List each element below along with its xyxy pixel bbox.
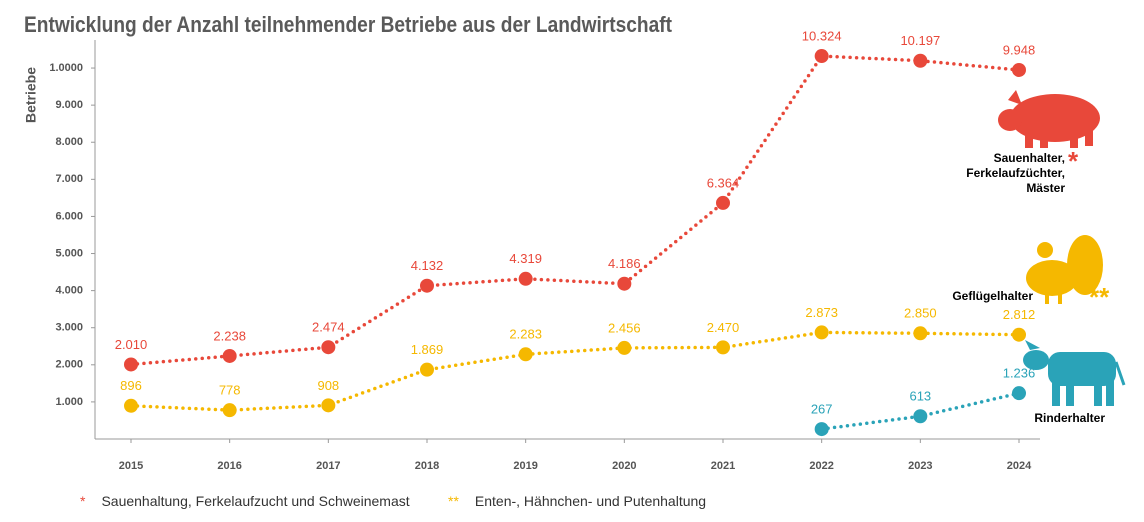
data-label: 2.474 [312, 320, 345, 335]
data-point [716, 195, 730, 210]
data-point [1012, 62, 1026, 77]
data-point [124, 357, 138, 372]
footnote-text: Sauenhaltung, Ferkelaufzucht und Schwein… [101, 493, 410, 509]
cow-icon [1023, 340, 1126, 406]
data-label: 2.456 [608, 320, 641, 335]
data-point [1012, 327, 1026, 342]
footnote-mark: * [80, 493, 86, 509]
data-label: 778 [219, 383, 241, 398]
data-point [321, 398, 336, 413]
x-tick-label: 2017 [316, 460, 340, 472]
data-label: 4.132 [411, 258, 444, 273]
data-point [124, 398, 138, 413]
poultry-icon [1026, 235, 1103, 304]
footnote-text: Enten-, Hähnchen- und Putenhaltung [474, 493, 707, 509]
footnote-mark: ** [1089, 282, 1110, 312]
series-line [129, 54, 1021, 367]
data-point [913, 326, 928, 341]
legend-entry: Rinderhalter [1034, 411, 1105, 425]
y-tick-label: 4.000 [55, 285, 83, 297]
data-label: 2.470 [707, 320, 740, 335]
data-point [518, 347, 533, 362]
x-tick-label: 2024 [1007, 460, 1032, 472]
legend-entry: Geflügelhalter [952, 289, 1033, 303]
data-point [222, 348, 237, 363]
legend-entry: Sauenhalter, Ferkelaufzüchter, Mäster [966, 151, 1065, 195]
x-tick-label: 2015 [119, 460, 143, 472]
data-label: 2.873 [805, 305, 838, 320]
data-label: 2.850 [904, 306, 937, 321]
data-point [814, 422, 829, 437]
y-tick-label: 7.000 [55, 173, 83, 185]
x-tick-label: 2022 [809, 460, 833, 472]
data-label: 613 [909, 389, 931, 404]
y-tick-label: 8.000 [55, 136, 83, 148]
data-point [814, 325, 829, 340]
y-tick-label: 3.000 [55, 322, 83, 334]
data-label: 10.197 [900, 33, 940, 48]
y-tick-label: 6.000 [55, 210, 83, 222]
data-point [1012, 386, 1026, 401]
x-tick-label: 2018 [415, 460, 439, 472]
data-point [913, 409, 928, 424]
data-label: 2.812 [1003, 307, 1036, 322]
data-point [617, 340, 632, 355]
data-label: 1.236 [1003, 366, 1036, 381]
data-label: 2.283 [509, 327, 542, 342]
data-label: 267 [811, 402, 833, 417]
footnote: ** Enten-, Hähnchen- und Putenhaltung [448, 493, 706, 509]
x-tick-label: 2020 [612, 460, 636, 472]
data-point [321, 340, 336, 355]
data-label: 4.186 [608, 256, 641, 271]
data-point [716, 340, 730, 355]
footnote-mark: * [1068, 146, 1079, 176]
y-axis-label: Betriebe [23, 67, 39, 123]
data-point [913, 53, 928, 68]
data-point [222, 403, 237, 418]
data-label: 896 [120, 378, 142, 393]
footnote-mark: ** [448, 493, 459, 509]
footnote: * Sauenhaltung, Ferkelaufzucht und Schwei… [80, 493, 410, 509]
data-label: 10.324 [802, 28, 842, 43]
data-label: 4.319 [509, 251, 542, 266]
y-tick-label: 2.000 [55, 359, 83, 371]
pig-icon [998, 90, 1100, 148]
y-tick-label: 9.000 [55, 99, 83, 111]
data-point [420, 362, 434, 377]
x-tick-label: 2021 [711, 460, 735, 472]
data-point [518, 271, 533, 286]
x-tick-label: 2016 [217, 460, 241, 472]
data-point [420, 278, 434, 293]
series-line [819, 391, 1021, 431]
data-label: 908 [317, 378, 339, 393]
data-point [814, 49, 829, 64]
y-tick-label: 1.0000 [49, 62, 83, 74]
data-label: 2.010 [115, 337, 148, 352]
y-tick-label: 5.000 [55, 247, 83, 259]
series-line [129, 330, 1021, 412]
y-tick-label: 1.000 [55, 396, 83, 408]
x-tick-label: 2023 [908, 460, 932, 472]
x-tick-label: 2019 [513, 460, 537, 472]
data-label: 2.238 [213, 328, 246, 343]
data-label: 6.364 [707, 175, 740, 190]
data-label: 1.869 [411, 342, 444, 357]
data-label: 9.948 [1003, 42, 1036, 57]
chart-title: Entwicklung der Anzahl teilnehmender Bet… [24, 12, 673, 37]
data-point [617, 276, 632, 291]
